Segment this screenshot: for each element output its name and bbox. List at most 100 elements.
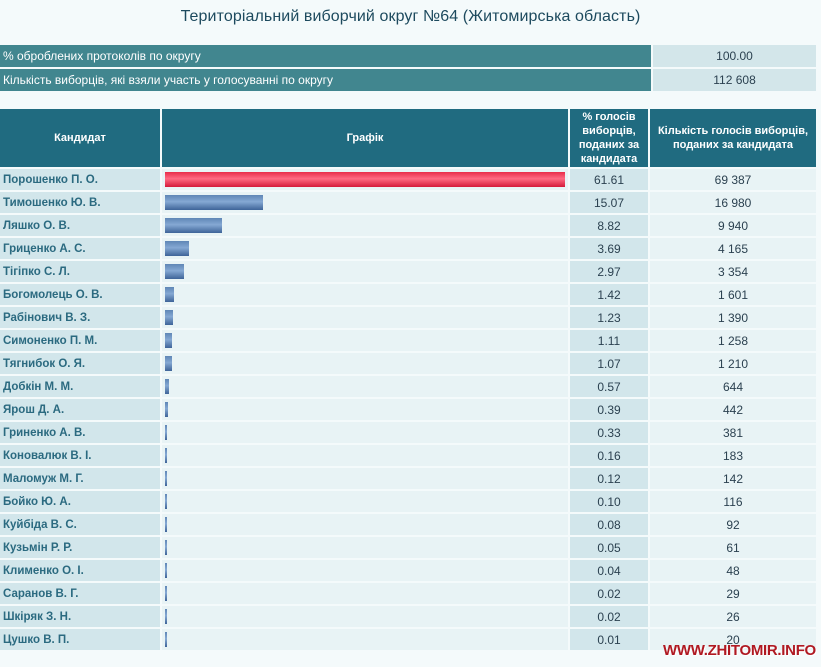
- candidate-name: Богомолець О. В.: [0, 284, 162, 307]
- header-pct: % голосів виборців, поданих за кандидата: [570, 109, 650, 169]
- pct-value: 1.42: [570, 284, 650, 307]
- bar: [165, 586, 167, 601]
- votes-value: 3 354: [650, 261, 816, 284]
- pct-value: 0.33: [570, 422, 650, 445]
- graph-cell: [162, 284, 570, 307]
- table-row: Ярош Д. А. 0.39 442: [0, 399, 816, 422]
- graph-cell: [162, 399, 570, 422]
- candidate-name: Добкін М. М.: [0, 376, 162, 399]
- table-row: Тягнибок О. Я. 1.07 1 210: [0, 353, 816, 376]
- graph-cell: [162, 422, 570, 445]
- graph-cell: [162, 169, 570, 192]
- graph-cell: [162, 629, 570, 652]
- header-votes: Кількість голосів виборців, поданих за к…: [650, 109, 816, 169]
- graph-cell: [162, 537, 570, 560]
- candidate-name: Кузьмін Р. Р.: [0, 537, 162, 560]
- pct-value: 0.02: [570, 583, 650, 606]
- graph-cell: [162, 330, 570, 353]
- watermark: WWW.ZHITOMIR.INFO: [663, 642, 816, 659]
- candidate-name: Цушко В. П.: [0, 629, 162, 652]
- table-row: Клименко О. І. 0.04 48: [0, 560, 816, 583]
- graph-cell: [162, 583, 570, 606]
- votes-value: 442: [650, 399, 816, 422]
- table-row: Симоненко П. М. 1.11 1 258: [0, 330, 816, 353]
- graph-cell: [162, 560, 570, 583]
- table-row: Добкін М. М. 0.57 644: [0, 376, 816, 399]
- candidate-name: Гриненко А. В.: [0, 422, 162, 445]
- candidate-name: Тимошенко Ю. В.: [0, 192, 162, 215]
- table-row: Ляшко О. В. 8.82 9 940: [0, 215, 816, 238]
- candidate-name: Куйбіда В. С.: [0, 514, 162, 537]
- pct-value: 1.23: [570, 307, 650, 330]
- graph-cell: [162, 261, 570, 284]
- table-row: Саранов В. Г. 0.02 29: [0, 583, 816, 606]
- table-row: Шкіряк З. Н. 0.02 26: [0, 606, 816, 629]
- candidate-name: Саранов В. Г.: [0, 583, 162, 606]
- pct-value: 61.61: [570, 169, 650, 192]
- results-body: Порошенко П. О. 61.61 69 387 Тимошенко Ю. В…: [0, 169, 816, 652]
- table-row: Тимошенко Ю. В. 15.07 16 980: [0, 192, 816, 215]
- candidate-name: Ляшко О. В.: [0, 215, 162, 238]
- bar: [165, 195, 263, 210]
- bar: [165, 241, 189, 256]
- votes-value: 1 258: [650, 330, 816, 353]
- graph-cell: [162, 468, 570, 491]
- votes-value: 1 210: [650, 353, 816, 376]
- votes-value: 4 165: [650, 238, 816, 261]
- bar: [165, 402, 168, 417]
- pct-value: 0.16: [570, 445, 650, 468]
- bar: [165, 425, 168, 440]
- table-row: Тігіпко С. Л. 2.97 3 354: [0, 261, 816, 284]
- pct-value: 1.07: [570, 353, 650, 376]
- bar: [165, 218, 223, 233]
- bar: [165, 448, 167, 463]
- candidate-name: Бойко Ю. А.: [0, 491, 162, 514]
- table-row: Богомолець О. В. 1.42 1 601: [0, 284, 816, 307]
- votes-value: 69 387: [650, 169, 816, 192]
- candidate-name: Шкіряк З. Н.: [0, 606, 162, 629]
- graph-cell: [162, 606, 570, 629]
- bar-leader: [165, 172, 565, 187]
- summary-table: % оброблених протоколів по округу 100.00…: [0, 45, 816, 93]
- page-title: Територіальний виборчий округ №64 (Житом…: [180, 8, 641, 25]
- graph-cell: [162, 353, 570, 376]
- pct-value: 8.82: [570, 215, 650, 238]
- table-row: Гриценко А. С. 3.69 4 165: [0, 238, 816, 261]
- candidate-name: Порошенко П. О.: [0, 169, 162, 192]
- votes-value: 29: [650, 583, 816, 606]
- votes-value: 1 390: [650, 307, 816, 330]
- pct-value: 0.39: [570, 399, 650, 422]
- votes-value: 9 940: [650, 215, 816, 238]
- pct-value: 3.69: [570, 238, 650, 261]
- bar: [165, 494, 167, 509]
- votes-value: 16 980: [650, 192, 816, 215]
- summary-value: 100.00: [653, 45, 816, 69]
- table-row: Маломуж М. Г. 0.12 142: [0, 468, 816, 491]
- pct-value: 0.01: [570, 629, 650, 652]
- results-header-row: Кандидат Графік % голосів виборців, пода…: [0, 109, 816, 169]
- candidate-name: Тягнибок О. Я.: [0, 353, 162, 376]
- votes-value: 48: [650, 560, 816, 583]
- pct-value: 2.97: [570, 261, 650, 284]
- summary-row-turnout: Кількість виборців, які взяли участь у г…: [0, 69, 816, 93]
- table-row: Рабінович В. З. 1.23 1 390: [0, 307, 816, 330]
- votes-value: 183: [650, 445, 816, 468]
- graph-cell: [162, 238, 570, 261]
- header-graph: Графік: [162, 109, 570, 169]
- votes-value: 142: [650, 468, 816, 491]
- table-row: Куйбіда В. С. 0.08 92: [0, 514, 816, 537]
- bar: [165, 609, 167, 624]
- pct-value: 0.04: [570, 560, 650, 583]
- table-row: Бойко Ю. А. 0.10 116: [0, 491, 816, 514]
- candidate-name: Тігіпко С. Л.: [0, 261, 162, 284]
- pct-value: 1.11: [570, 330, 650, 353]
- votes-value: 381: [650, 422, 816, 445]
- bar: [165, 264, 185, 279]
- bar: [165, 471, 167, 486]
- table-row: Гриненко А. В. 0.33 381: [0, 422, 816, 445]
- bar: [165, 517, 167, 532]
- bar: [165, 632, 167, 647]
- table-row: Порошенко П. О. 61.61 69 387: [0, 169, 816, 192]
- summary-value: 112 608: [653, 69, 816, 93]
- table-row: Цушко В. П. 0.01 20: [0, 629, 816, 652]
